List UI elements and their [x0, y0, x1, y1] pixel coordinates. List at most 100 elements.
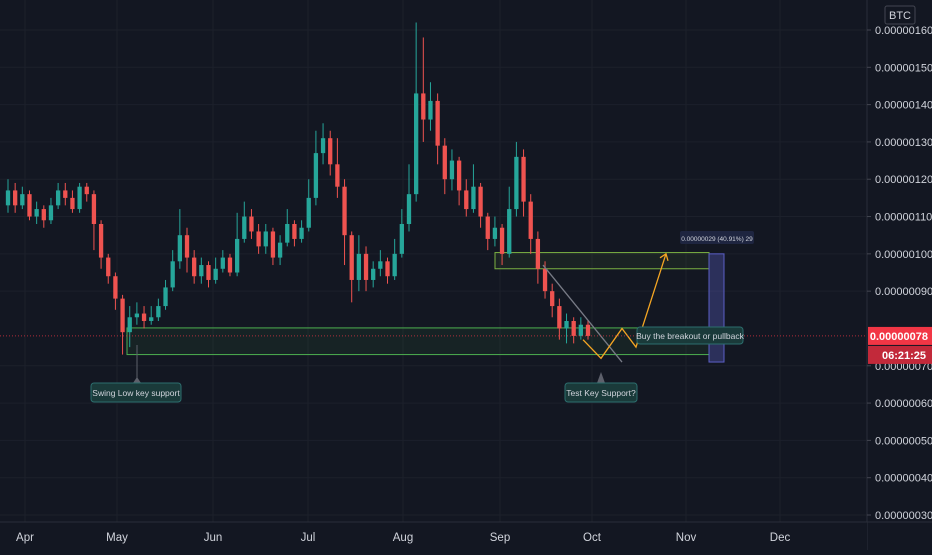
candle[interactable]: [249, 209, 254, 239]
candle[interactable]: [206, 261, 211, 288]
candle[interactable]: [120, 294, 125, 355]
breakout-callout[interactable]: [636, 326, 744, 345]
candle[interactable]: [557, 298, 562, 340]
candle[interactable]: [256, 224, 261, 254]
candle[interactable]: [378, 250, 383, 277]
candle[interactable]: [34, 201, 39, 224]
candle[interactable]: [306, 179, 311, 232]
candle[interactable]: [199, 257, 204, 284]
candle[interactable]: [571, 317, 576, 344]
candle[interactable]: [277, 235, 283, 266]
candle[interactable]: [220, 250, 225, 273]
test-support-callout[interactable]: [564, 382, 638, 403]
candle[interactable]: [521, 149, 526, 217]
candle[interactable]: [371, 261, 376, 288]
candle[interactable]: [385, 257, 390, 284]
drawings-layer: [542, 252, 669, 363]
candle[interactable]: [41, 205, 46, 228]
time-axis-panel[interactable]: [0, 522, 867, 550]
candle[interactable]: [328, 130, 333, 176]
price-axis-panel[interactable]: [867, 0, 932, 550]
candle-body: [299, 227, 304, 239]
candle[interactable]: [492, 216, 498, 247]
candle[interactable]: [234, 212, 240, 277]
candle[interactable]: [392, 238, 397, 280]
candle[interactable]: [77, 182, 82, 213]
time-axis[interactable]: Apr May Jun Jul Aug Sep Oct Nov Dec: [16, 532, 790, 544]
candle[interactable]: [313, 130, 319, 206]
candle[interactable]: [170, 250, 175, 292]
candle[interactable]: [585, 321, 591, 340]
candle[interactable]: [442, 138, 447, 195]
candle[interactable]: [399, 209, 404, 258]
candle[interactable]: [127, 306, 132, 348]
candle[interactable]: [292, 220, 297, 247]
candle[interactable]: [342, 179, 347, 266]
candle[interactable]: [528, 194, 533, 254]
candle[interactable]: [55, 182, 61, 210]
candle[interactable]: [213, 257, 218, 284]
candle[interactable]: [5, 179, 11, 213]
candle[interactable]: [564, 313, 569, 344]
candle[interactable]: [48, 197, 54, 224]
candle[interactable]: [299, 220, 304, 243]
candle[interactable]: [113, 272, 118, 310]
candle[interactable]: [63, 182, 68, 206]
candle[interactable]: [421, 37, 426, 142]
candle[interactable]: [270, 227, 276, 266]
candle[interactable]: [70, 190, 75, 213]
candle[interactable]: [514, 141, 519, 217]
candle-body: [421, 93, 426, 120]
candle[interactable]: [84, 182, 89, 202]
candle[interactable]: [414, 22, 419, 202]
candle[interactable]: [20, 186, 25, 210]
candle[interactable]: [550, 283, 555, 318]
candle[interactable]: [406, 164, 412, 232]
candle[interactable]: [349, 231, 354, 303]
candle[interactable]: [163, 279, 168, 310]
candle[interactable]: [242, 201, 247, 243]
swing-low-annotation[interactable]: Swing Low key support: [90, 345, 182, 403]
candle[interactable]: [149, 306, 154, 325]
candle[interactable]: [13, 182, 18, 213]
candle[interactable]: [356, 235, 362, 292]
candle[interactable]: [435, 93, 440, 165]
candle[interactable]: [428, 82, 433, 131]
candle[interactable]: [91, 190, 97, 251]
candle[interactable]: [335, 138, 340, 198]
test-support-annotation[interactable]: Test Key Support?: [564, 372, 638, 403]
candle[interactable]: [263, 224, 268, 254]
candle[interactable]: [578, 317, 583, 340]
measure-annotation[interactable]: 0.00000029 (40.91%) 29: [680, 231, 754, 244]
candle[interactable]: [320, 123, 326, 165]
candle[interactable]: [449, 149, 455, 191]
currency-label-box[interactable]: [884, 5, 916, 25]
candle[interactable]: [227, 253, 233, 277]
price-axis[interactable]: 0.00000160 0.00000150 0.00000140 0.00000130…: [867, 25, 932, 522]
candle[interactable]: [98, 220, 104, 269]
candle[interactable]: [285, 209, 290, 247]
candle[interactable]: [456, 156, 462, 206]
candle[interactable]: [464, 179, 469, 217]
candle[interactable]: [184, 227, 190, 273]
candle[interactable]: [134, 302, 140, 325]
candle[interactable]: [499, 224, 505, 266]
candle[interactable]: [363, 246, 369, 292]
candle[interactable]: [156, 298, 161, 321]
candle[interactable]: [106, 253, 111, 284]
swing-low-callout[interactable]: [90, 382, 182, 403]
candle[interactable]: [535, 231, 541, 284]
candle[interactable]: [177, 209, 182, 269]
candle[interactable]: [141, 306, 147, 329]
candle[interactable]: [485, 212, 490, 251]
candle[interactable]: [507, 186, 512, 258]
breakout-annotation[interactable]: Buy the breakout or pullback: [636, 326, 745, 345]
candle[interactable]: [471, 164, 476, 213]
candle[interactable]: [27, 190, 32, 221]
candle[interactable]: [192, 250, 197, 284]
candles-layer[interactable]: [5, 22, 591, 355]
candle[interactable]: [478, 182, 483, 228]
